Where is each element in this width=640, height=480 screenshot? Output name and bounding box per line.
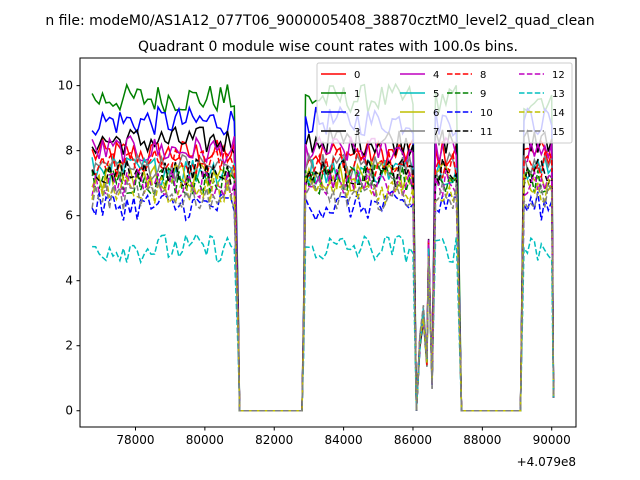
series-line-5 (91, 153, 555, 412)
y-tick-label: 2 (65, 339, 73, 353)
legend-label-9: 9 (480, 89, 486, 100)
series-line-15 (91, 179, 555, 412)
series-line-9 (91, 164, 555, 412)
legend-label-2: 2 (354, 108, 360, 119)
x-offset-label: +4.079e8 (517, 455, 576, 469)
legend-label-0: 0 (354, 70, 360, 81)
legend-label-7: 7 (433, 127, 439, 138)
y-axis: 0 2 4 6 8 10 (58, 79, 80, 418)
series-line-6 (91, 159, 555, 412)
x-axis: 78000 80000 82000 84000 86000 88000 90000 (116, 427, 571, 447)
legend-label-15: 15 (552, 127, 565, 138)
x-tick-label: 90000 (533, 433, 571, 447)
legend-label-4: 4 (433, 70, 439, 81)
legend-label-1: 1 (354, 89, 360, 100)
legend-label-13: 13 (552, 89, 565, 100)
legend-label-6: 6 (433, 108, 439, 119)
series-line-12 (91, 167, 555, 412)
y-tick-label: 0 (65, 404, 73, 418)
x-tick-label: 80000 (186, 433, 224, 447)
x-tick-label: 82000 (255, 433, 293, 447)
y-tick-label: 4 (65, 274, 73, 288)
chart-title: Quadrant 0 module wise count rates with … (138, 39, 518, 55)
legend-label-5: 5 (433, 89, 439, 100)
legend-label-10: 10 (480, 108, 493, 119)
plot-frame (79, 57, 577, 428)
legend-label-14: 14 (552, 108, 565, 119)
x-tick-label: 78000 (116, 433, 154, 447)
legend-label-8: 8 (480, 70, 486, 81)
y-tick-label: 6 (65, 209, 73, 223)
suptitle: n file: modeM0/AS1A12_077T06_9000005408_… (45, 13, 594, 29)
legend-label-12: 12 (552, 70, 565, 81)
series-line-0 (91, 136, 555, 412)
y-tick-label: 8 (65, 144, 73, 158)
x-tick-label: 86000 (394, 433, 432, 447)
series-line-10 (91, 190, 555, 412)
x-tick-label: 88000 (463, 433, 501, 447)
legend-label-11: 11 (480, 127, 493, 138)
legend-label-3: 3 (354, 127, 360, 138)
y-tick-label: 10 (58, 79, 73, 93)
series-line-13 (92, 232, 555, 412)
series-line-14 (91, 173, 555, 412)
legend-box (316, 62, 573, 144)
x-tick-label: 84000 (325, 433, 363, 447)
